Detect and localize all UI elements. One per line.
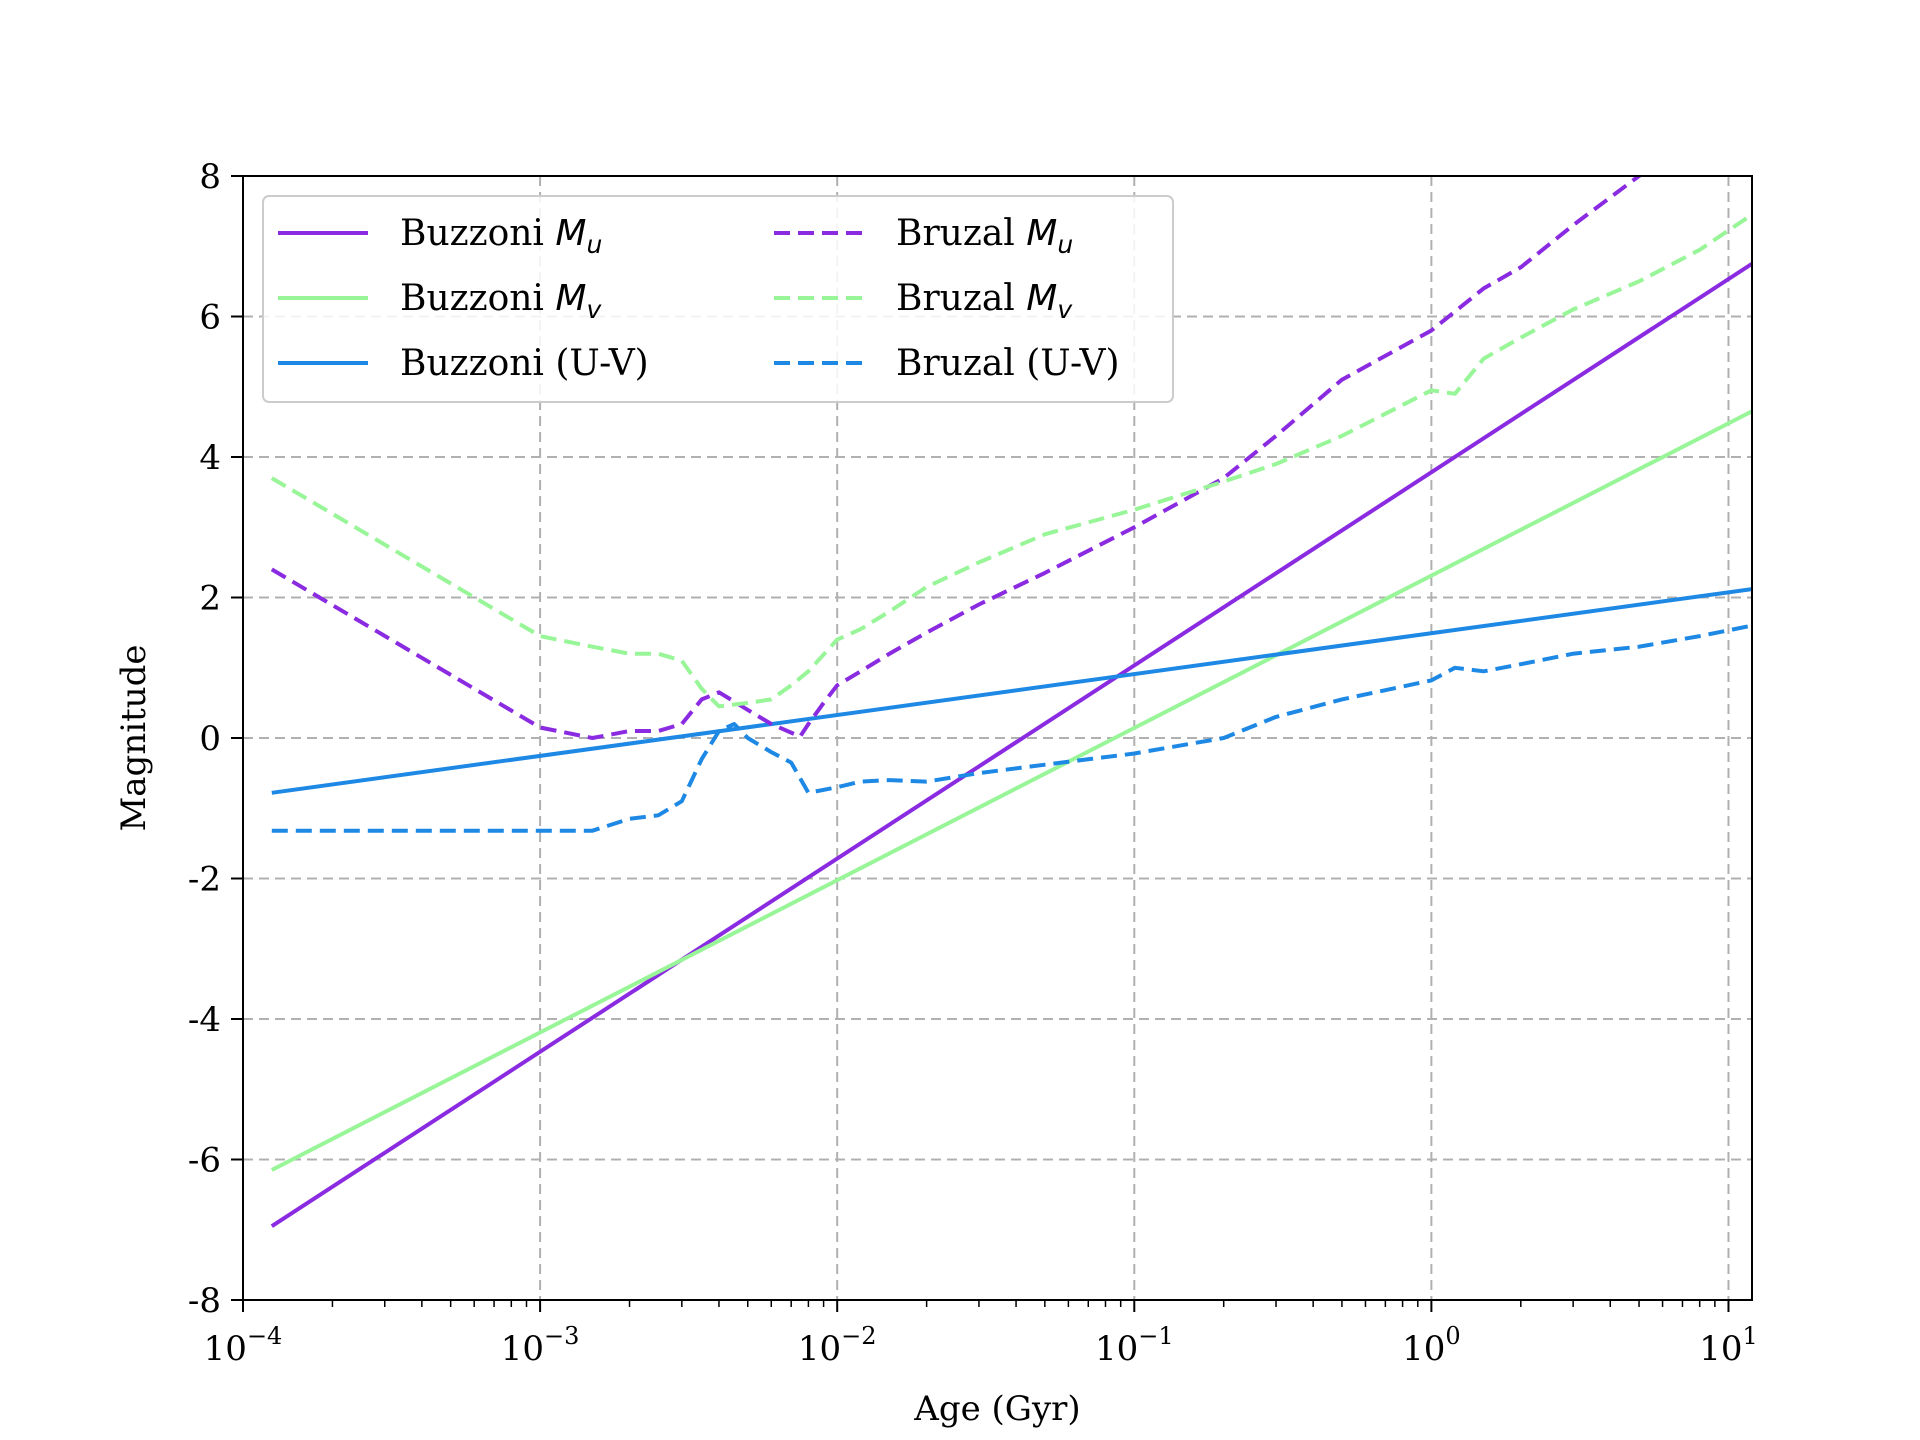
series-line-5 (271, 623, 1752, 833)
x-tick-label: 10−2 (798, 1322, 877, 1369)
x-axis-label: Age (Gyr) (913, 1389, 1080, 1429)
x-tick-label: 101 (1699, 1322, 1758, 1369)
series-line-1 (270, 409, 1752, 1172)
legend-box (262, 195, 1174, 403)
y-tick-label: 0 (199, 719, 221, 759)
series-line-4 (270, 212, 1752, 709)
x-tick-label: 100 (1402, 1322, 1461, 1369)
y-tick-label: -4 (188, 1000, 221, 1040)
legend-label: Bruzal Mu (896, 213, 1073, 259)
series-layer (270, 176, 1752, 1228)
legend-label: Buzzoni Mv (400, 278, 602, 324)
legend-label: Buzzoni Mu (400, 213, 602, 259)
y-tick-label: 6 (199, 298, 221, 338)
y-tick-label: -8 (188, 1281, 221, 1321)
x-axis: 10−4 10−3 10−2 10−1 100 101 (204, 1300, 1758, 1369)
legend: Buzzoni Mu Buzzoni Mv Buzzoni (U-V) Bruzal … (262, 195, 1174, 403)
y-tick-label: 2 (199, 579, 221, 619)
y-tick-label: -6 (188, 1141, 221, 1181)
legend-label: Bruzal Mv (896, 278, 1073, 324)
x-tick-label: 10−1 (1095, 1322, 1174, 1369)
y-axis: -8 -6 -4 -2 0 2 4 6 8 (188, 157, 243, 1321)
series-line-3 (270, 176, 1644, 740)
y-tick-label: -2 (188, 860, 221, 900)
y-tick-label: 4 (199, 438, 221, 478)
x-tick-label: 10−3 (501, 1322, 580, 1369)
y-tick-label: 8 (199, 157, 221, 197)
series-line-2 (271, 587, 1752, 795)
y-axis-label: Magnitude (114, 644, 154, 831)
x-tick-label: 10−4 (204, 1322, 283, 1369)
series-line-0 (270, 262, 1752, 1228)
legend-label: Bruzal (U-V) (896, 343, 1120, 384)
legend-label: Buzzoni (U-V) (400, 343, 649, 384)
